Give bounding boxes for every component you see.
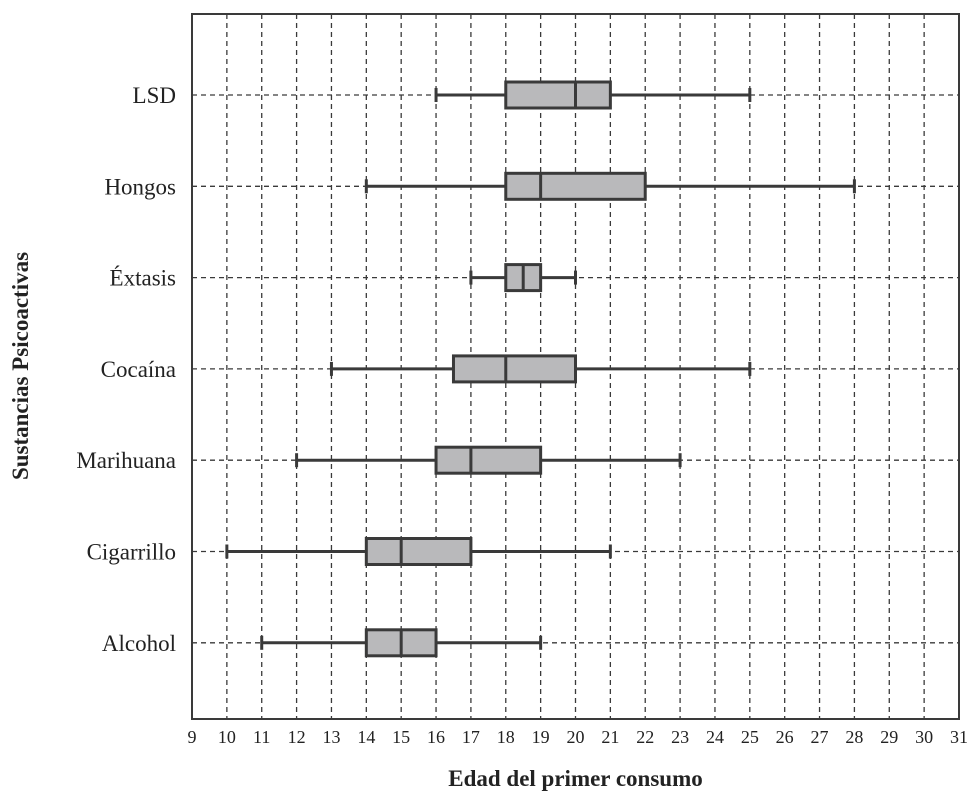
category-label: Hongos <box>104 174 176 199</box>
x-tick-label: 13 <box>322 727 340 747</box>
x-tick-label: 30 <box>915 727 933 747</box>
category-label: Alcohol <box>102 631 176 656</box>
category-label: LSD <box>133 83 176 108</box>
y-axis-category-labels: LSD Hongos Éxtasis Cocaína Marihuana Cigarril… <box>76 83 176 656</box>
x-tick-label: 14 <box>357 727 375 747</box>
x-tick-label: 17 <box>462 727 480 747</box>
x-tick-label: 21 <box>601 727 619 747</box>
x-tick-label: 11 <box>253 727 270 747</box>
x-tick-label: 12 <box>288 727 306 747</box>
plot-area-frame <box>191 13 960 720</box>
x-tick-label: 29 <box>880 727 898 747</box>
category-label: Éxtasis <box>110 266 176 291</box>
whiskers <box>225 88 856 650</box>
x-tick-label: 10 <box>218 727 236 747</box>
box-0 <box>504 80 612 110</box>
box-1 <box>504 171 647 201</box>
x-tick-label: 26 <box>776 727 794 747</box>
x-tick-label: 16 <box>427 727 445 747</box>
y-axis-title: Sustancias Psicoactivas <box>8 252 33 480</box>
x-tick-label: 9 <box>188 727 197 747</box>
x-tick-label: 23 <box>671 727 689 747</box>
x-tick-label: 15 <box>392 727 410 747</box>
box-5 <box>364 537 473 566</box>
x-tick-label: 25 <box>741 727 759 747</box>
category-label: Cocaína <box>101 357 176 382</box>
x-axis-tick-labels: 9 10 11 12 13 14 15 16 17 18 19 20 21 22 23 24 25 26 27 28 2… <box>188 727 968 747</box>
x-tick-label: 22 <box>636 727 654 747</box>
box-3 <box>451 354 577 384</box>
box-4 <box>434 445 543 475</box>
x-tick-label: 20 <box>567 727 585 747</box>
x-tick-label: 31 <box>950 727 968 747</box>
x-axis-title: Edad del primer consumo <box>448 766 703 791</box>
x-tick-label: 24 <box>706 727 724 747</box>
category-label: Cigarrillo <box>87 540 176 565</box>
x-tick-label: 28 <box>845 727 863 747</box>
x-tick-label: 18 <box>497 727 515 747</box>
boxes <box>364 80 647 658</box>
category-label: Marihuana <box>76 448 176 473</box>
x-tick-label: 19 <box>532 727 550 747</box>
x-tick-label: 27 <box>811 727 829 747</box>
